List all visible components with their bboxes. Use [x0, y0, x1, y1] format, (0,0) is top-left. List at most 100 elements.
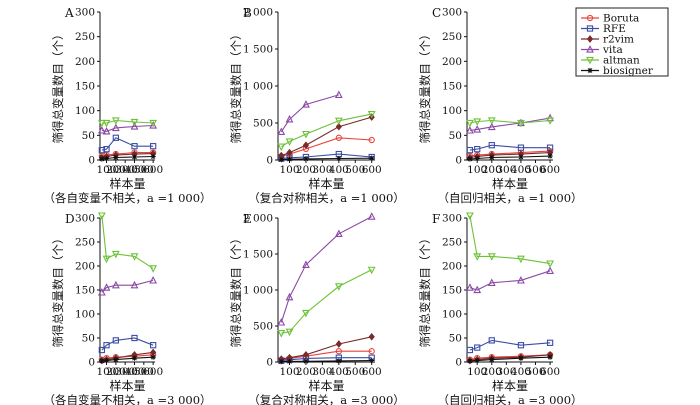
- panel-letter: E: [243, 212, 252, 226]
- y-tick-label: 300: [75, 213, 95, 225]
- y-tick-label: 500: [253, 118, 273, 130]
- data-point: [278, 359, 284, 365]
- y-tick-label: 50: [82, 333, 95, 345]
- series-biosigner: [278, 155, 375, 163]
- series-line: [469, 339, 551, 351]
- panel-caption: （复合对称相关，a =3 000）: [248, 393, 405, 405]
- x-tick-label: 400: [124, 366, 144, 378]
- y-tick-label: 200: [442, 261, 462, 273]
- data-point: [517, 342, 525, 349]
- y-tick-label: 0: [455, 357, 462, 369]
- series-line: [281, 137, 372, 157]
- data-point: [546, 266, 554, 274]
- data-point: [149, 276, 158, 284]
- y-tick-label: 500: [253, 321, 273, 333]
- series-line: [280, 216, 372, 323]
- data-point: [474, 155, 480, 162]
- y-axis-label: 筛得总变量数目（个）: [229, 29, 243, 144]
- data-point: [547, 354, 553, 360]
- series-biosigner: [467, 354, 553, 364]
- data-point: [487, 278, 496, 286]
- data-point: [466, 346, 474, 354]
- series-line: [101, 351, 154, 362]
- data-point: [102, 283, 111, 291]
- series-altman: [97, 117, 158, 128]
- x-tick-label: 200: [296, 164, 316, 176]
- series-vita: [277, 90, 343, 136]
- x-tick-label: 500: [525, 164, 545, 176]
- data-point: [130, 118, 139, 127]
- data-point: [474, 145, 481, 153]
- x-axis-label: 样本量: [492, 176, 528, 191]
- data-point: [546, 260, 554, 268]
- series-altman: [97, 212, 158, 273]
- data-point: [97, 119, 106, 128]
- y-tick-label: 250: [75, 237, 95, 249]
- series-vita: [97, 276, 158, 296]
- data-point: [466, 283, 474, 291]
- y-tick-label: 200: [75, 261, 95, 273]
- data-point: [517, 255, 525, 264]
- x-tick-label: 100: [279, 366, 299, 378]
- panel-letter: B: [243, 6, 252, 20]
- y-tick-label: 100: [442, 105, 462, 117]
- x-tick-label: 100: [467, 366, 487, 378]
- y-tick-label: 2 000: [243, 213, 273, 225]
- legend-marker: [587, 67, 593, 74]
- x-tick-label: 500: [134, 366, 154, 378]
- data-point: [286, 148, 293, 157]
- data-point: [103, 342, 110, 349]
- series-vita: [466, 266, 554, 294]
- legend-label: RFE: [603, 23, 626, 35]
- data-point: [489, 357, 495, 363]
- series-biosigner: [467, 153, 553, 162]
- x-tick-label: 500: [134, 164, 154, 176]
- axes: [466, 218, 553, 363]
- data-point: [474, 357, 480, 364]
- x-axis-label: 样本量: [308, 378, 344, 393]
- y-tick-label: 1 500: [243, 44, 273, 56]
- series-line: [281, 269, 372, 334]
- data-point: [367, 266, 376, 275]
- data-point: [466, 212, 474, 220]
- data-point: [336, 358, 342, 364]
- series-altman: [277, 266, 376, 338]
- panel-A: 050100150200250300100200300400500600A筛得总…: [43, 6, 211, 205]
- data-point: [473, 253, 482, 261]
- data-point: [466, 126, 474, 134]
- x-tick-label: 600: [143, 366, 163, 378]
- data-point: [547, 153, 553, 159]
- legend-label: r2vim: [603, 34, 634, 46]
- series-biosigner: [99, 153, 156, 162]
- data-point: [99, 358, 105, 364]
- data-point: [103, 155, 110, 162]
- data-point: [278, 157, 284, 163]
- y-tick-label: 300: [442, 7, 462, 19]
- series-rfe: [98, 134, 157, 154]
- series-line: [101, 279, 154, 293]
- legend-marker: [586, 35, 594, 43]
- data-point: [336, 155, 342, 162]
- series-line: [280, 94, 339, 133]
- data-point: [334, 229, 343, 237]
- y-tick-label: 50: [449, 130, 462, 142]
- series-altman: [466, 212, 554, 268]
- data-point: [286, 358, 293, 365]
- x-tick-label: 300: [115, 164, 135, 176]
- data-point: [489, 154, 495, 161]
- data-point: [111, 117, 120, 125]
- data-point: [98, 346, 106, 354]
- x-tick-label: 600: [143, 164, 163, 176]
- y-axis-label: 筛得总变量数目（个）: [229, 233, 243, 348]
- x-tick-label: 500: [345, 164, 365, 176]
- legend-box: [575, 7, 669, 77]
- y-tick-label: 50: [449, 333, 462, 345]
- x-tick-label: 400: [329, 164, 349, 176]
- series-vita: [97, 121, 158, 135]
- panel-caption: （自回归相关，a =1 000）: [437, 191, 582, 205]
- data-point: [111, 250, 120, 259]
- series-line: [469, 117, 551, 131]
- x-tick-label: 200: [482, 164, 502, 176]
- data-point: [149, 342, 157, 349]
- data-point: [368, 136, 375, 144]
